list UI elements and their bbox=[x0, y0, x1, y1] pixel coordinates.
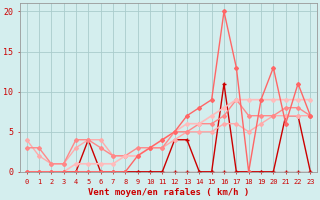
X-axis label: Vent moyen/en rafales ( km/h ): Vent moyen/en rafales ( km/h ) bbox=[88, 188, 249, 197]
